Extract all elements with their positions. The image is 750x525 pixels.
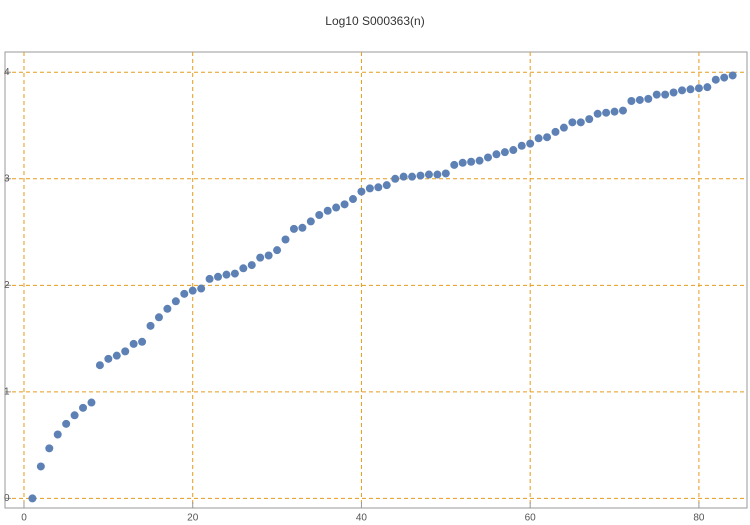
point <box>163 304 172 313</box>
point <box>95 361 104 370</box>
point <box>543 133 552 142</box>
point <box>230 269 239 278</box>
point <box>720 73 729 82</box>
point <box>365 184 374 193</box>
point <box>214 272 223 281</box>
point <box>627 97 636 106</box>
point <box>593 109 602 118</box>
point <box>53 430 62 439</box>
point <box>703 83 712 92</box>
point <box>121 347 130 356</box>
point <box>222 270 231 279</box>
y-tick-label: 3 <box>4 173 10 184</box>
point <box>483 153 492 162</box>
point <box>500 148 509 157</box>
point <box>652 90 661 99</box>
point <box>256 253 265 262</box>
point <box>602 108 611 117</box>
point <box>728 71 737 80</box>
point <box>306 217 315 226</box>
point <box>450 160 459 169</box>
x-tick-label: 60 <box>525 513 537 524</box>
point <box>45 444 54 453</box>
point <box>559 123 568 132</box>
point <box>79 403 88 412</box>
point <box>374 183 383 192</box>
x-tick-label: 40 <box>356 513 368 524</box>
point <box>551 127 560 136</box>
point <box>112 351 121 360</box>
point <box>433 170 442 179</box>
point <box>70 411 79 420</box>
point <box>36 462 45 471</box>
x-tick-label: 0 <box>21 513 27 524</box>
point <box>399 172 408 181</box>
chart-title: Log10 S000363(n) <box>325 14 424 28</box>
point <box>509 146 518 155</box>
point <box>146 321 155 330</box>
point <box>197 284 206 293</box>
point <box>332 203 341 212</box>
point <box>154 313 163 322</box>
point <box>129 339 138 348</box>
point <box>517 141 526 150</box>
point <box>391 174 400 183</box>
point <box>458 158 467 167</box>
point <box>298 223 307 232</box>
point <box>576 118 585 127</box>
point <box>62 419 71 428</box>
point <box>357 187 366 196</box>
point <box>694 84 703 93</box>
point <box>686 85 695 94</box>
point <box>644 94 653 103</box>
point <box>534 134 543 143</box>
point <box>239 264 248 273</box>
y-tick-label: 4 <box>4 67 10 78</box>
y-tick-label: 1 <box>4 387 10 398</box>
point <box>441 169 450 178</box>
point <box>618 106 627 115</box>
point <box>526 139 535 148</box>
point <box>138 337 147 346</box>
point <box>273 246 282 255</box>
point <box>28 494 37 503</box>
point <box>467 157 476 166</box>
point <box>104 354 113 363</box>
point <box>349 195 358 204</box>
point <box>669 88 678 97</box>
point <box>492 150 501 159</box>
y-tick-label: 2 <box>4 280 10 291</box>
point <box>323 206 332 215</box>
point <box>585 115 594 124</box>
x-tick-label: 80 <box>693 513 705 524</box>
point <box>264 251 273 260</box>
point <box>475 156 484 165</box>
point <box>247 261 256 270</box>
point <box>424 170 433 179</box>
point <box>711 75 720 84</box>
point <box>289 224 298 233</box>
point <box>610 107 619 116</box>
point <box>315 211 324 220</box>
point <box>568 118 577 127</box>
point <box>678 86 687 95</box>
point <box>382 181 391 190</box>
point <box>171 297 180 306</box>
y-tick-label: 0 <box>4 493 10 504</box>
point <box>408 172 417 181</box>
point <box>635 95 644 104</box>
plot-frame <box>4 51 748 509</box>
point <box>188 286 197 295</box>
point <box>281 235 290 244</box>
point <box>416 171 425 180</box>
point <box>661 90 670 99</box>
x-tick-label: 20 <box>187 513 199 524</box>
point <box>340 200 349 209</box>
point <box>87 398 96 407</box>
point <box>205 274 214 283</box>
point <box>180 289 189 298</box>
